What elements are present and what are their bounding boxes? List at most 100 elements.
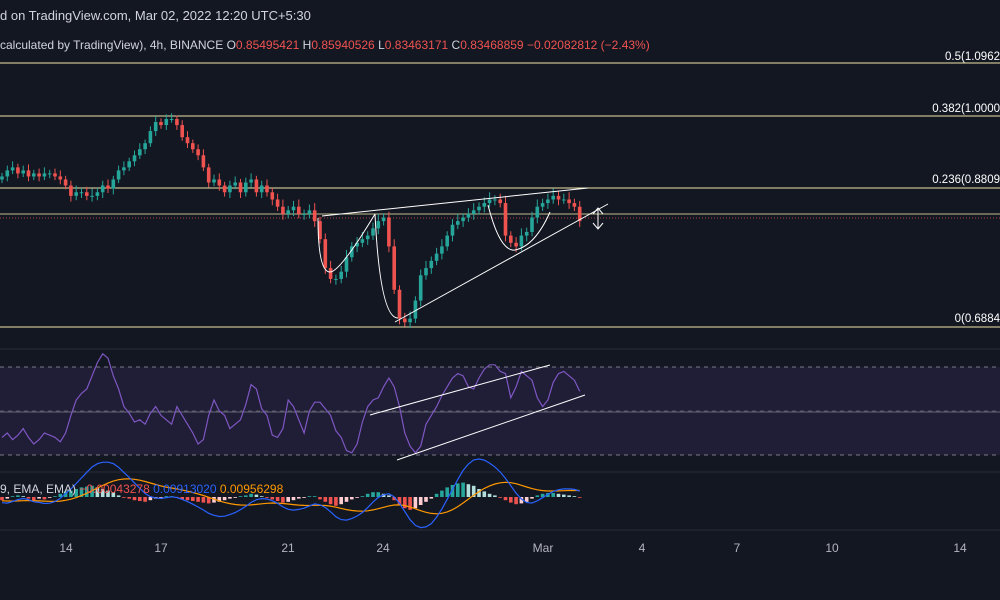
macd-histogram-bar xyxy=(116,495,121,497)
macd-histogram-bar xyxy=(450,485,455,497)
candle-body xyxy=(191,143,195,150)
candle-body xyxy=(16,167,20,174)
macd-histogram-bar xyxy=(143,497,147,502)
macd-histogram-bar xyxy=(138,497,142,501)
macd-histogram-bar xyxy=(471,485,476,497)
macd-histogram-bar xyxy=(217,497,222,502)
macd-histogram-bar xyxy=(540,493,545,497)
macd-histogram-bar xyxy=(434,493,439,497)
candle-body xyxy=(524,231,529,236)
candle-body xyxy=(132,155,137,162)
candle-body xyxy=(169,119,174,121)
macd-histogram-bar xyxy=(212,497,216,503)
candle-body xyxy=(0,176,4,180)
macd-signal-line xyxy=(1,478,580,515)
candle-body xyxy=(307,210,312,214)
macd-histogram-bar xyxy=(318,497,322,500)
candle-body xyxy=(153,122,158,132)
candle-body xyxy=(350,246,354,258)
macd-histogram-bar xyxy=(85,486,89,497)
macd-histogram-bar xyxy=(482,491,487,497)
macd-histogram-bar xyxy=(334,497,338,506)
candle-body xyxy=(551,195,555,200)
fib-label-0: 0(0.6884 xyxy=(954,313,1000,325)
macd-histogram-bar xyxy=(413,497,418,509)
macd-histogram-bar xyxy=(572,496,577,497)
macd-histogram-bar xyxy=(408,497,412,510)
macd-histogram-bar xyxy=(180,497,184,500)
candle-body xyxy=(111,179,116,189)
macd-params: 9, EMA, EMA) xyxy=(0,482,77,496)
macd-histogram-bar xyxy=(456,483,460,497)
candle-body xyxy=(487,199,492,204)
breakdown-arrow xyxy=(592,207,604,230)
macd-histogram-bar xyxy=(503,497,508,501)
left-shoulder-curve xyxy=(317,213,376,273)
macd-histogram-bar xyxy=(275,497,280,501)
candle-body xyxy=(53,173,57,177)
macd-histogram-bar xyxy=(0,497,4,501)
neckline-trendline xyxy=(321,187,589,217)
macd-histogram-bar xyxy=(185,497,190,501)
macd-histogram-bar xyxy=(519,497,524,504)
candle-body xyxy=(440,246,444,254)
fib-label-0.236: 0.236(0.8809 xyxy=(932,174,1000,186)
macd-signal-value: 0.00956298 xyxy=(219,482,284,496)
candle-body xyxy=(334,278,338,280)
candle-body xyxy=(567,199,571,204)
macd-histogram-bar xyxy=(32,497,36,501)
candle-body xyxy=(312,210,317,222)
candle-body xyxy=(519,235,524,247)
candle-body xyxy=(493,199,497,201)
macd-histogram-bar xyxy=(297,497,301,499)
macd-histogram-bar xyxy=(79,487,84,497)
macd-histogram-bar xyxy=(249,493,253,497)
candle-body xyxy=(69,185,73,196)
candle-body xyxy=(148,131,153,144)
candle-body xyxy=(249,179,253,183)
x-tick: 17 xyxy=(154,541,168,555)
candle-body xyxy=(535,206,540,218)
candle-body xyxy=(63,179,68,186)
x-tick: 4 xyxy=(638,541,646,555)
symbol-line: calculated by TradingView), 4h, BINANCE xyxy=(0,38,224,52)
macd-histogram-bar xyxy=(69,490,73,497)
macd-histogram-bar xyxy=(440,490,444,497)
candle-body xyxy=(233,182,237,186)
candle-body xyxy=(355,242,359,247)
candle-body xyxy=(477,206,481,211)
symbol-ohlc-line: calculated by TradingView), 4h, BINANCE … xyxy=(0,38,650,52)
candle-body xyxy=(106,185,110,189)
candle-body xyxy=(85,192,89,196)
candle-body xyxy=(424,268,428,276)
candle-body xyxy=(238,182,243,193)
candle-body xyxy=(291,206,296,211)
change-value: −0.02082812 (−2.43%) xyxy=(526,38,650,52)
close-value: 0.83468859 xyxy=(460,38,524,52)
candle-body xyxy=(360,239,365,243)
macd-histogram-bar xyxy=(233,497,237,498)
macd-histogram-bar xyxy=(344,497,349,502)
candle-body xyxy=(138,149,142,156)
macd-histogram-bar xyxy=(58,493,63,497)
candle-body xyxy=(456,221,460,225)
macd-histogram-bar xyxy=(132,497,137,501)
candle-body xyxy=(159,122,163,126)
candle-body xyxy=(418,275,423,301)
macd-histogram-bar xyxy=(397,497,402,505)
x-tick: 7 xyxy=(733,541,741,555)
macd-histogram-bar xyxy=(365,493,370,497)
candle-body xyxy=(100,185,105,193)
candle-body xyxy=(387,217,391,247)
macd-histogram-bar xyxy=(164,496,169,497)
macd-line xyxy=(1,458,580,529)
macd-histogram-bar xyxy=(466,484,471,497)
macd-histogram-bar xyxy=(530,497,534,499)
macd-histogram-bar xyxy=(196,497,200,502)
candle-body xyxy=(26,170,31,177)
candle-body xyxy=(254,179,259,193)
candle-body xyxy=(21,170,25,174)
candle-body xyxy=(74,192,78,196)
candle-body xyxy=(180,125,184,138)
candle-body xyxy=(365,235,370,240)
